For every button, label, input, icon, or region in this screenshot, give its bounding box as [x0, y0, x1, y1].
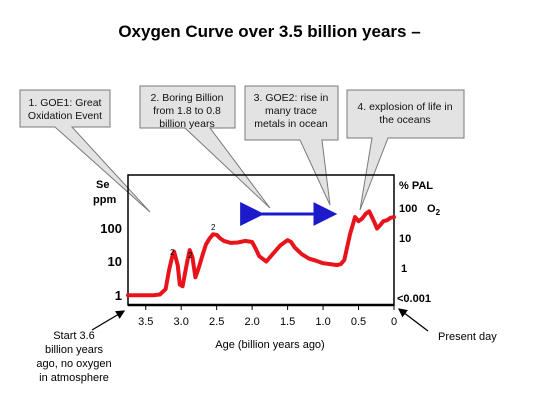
callout-goe1-line1: 1. GOE1: Great: [29, 97, 102, 109]
x-tick-label-4: 1.5: [280, 316, 295, 328]
right-tick-1: 1: [401, 263, 407, 275]
callout-goe2-line1: 3. GOE2: rise in: [254, 92, 329, 104]
callout-boring-line2: from 1.8 to 0.8: [153, 105, 221, 117]
x-axis-label: Age (billion years ago): [215, 339, 324, 351]
peak-mark-1: 2: [170, 248, 175, 257]
x-tick-label-7: 0: [391, 316, 397, 328]
right-axis-o2-label: O2: [427, 203, 441, 217]
left-tick-1: 1: [115, 288, 122, 303]
x-tick-label-5: 1.0: [315, 316, 330, 328]
callout-explosion-line1: 4. explosion of life in: [357, 101, 452, 113]
left-tick-100: 100: [100, 221, 122, 236]
start-note-line2: billion years: [45, 344, 104, 356]
x-tick-label-2: 2.5: [209, 316, 224, 328]
right-tick-100: 100: [399, 203, 417, 215]
x-tick-label-1: 3.0: [174, 316, 189, 328]
callout-goe1-line2: Oxidation Event: [28, 110, 102, 122]
right-axis-label-pal: % PAL: [399, 180, 433, 192]
right-tick-10: 10: [399, 233, 411, 245]
callout-goe2: 3. GOE2: rise in many trace metals in oc…: [244, 85, 339, 206]
left-axis-label-se: Se: [96, 179, 109, 191]
x-axis-ticks: 3.5 3.0 2.5 2.0 1.5 1.0 0.5 0: [138, 305, 397, 328]
callout-goe2-line3: metals in ocean: [254, 118, 328, 130]
present-arrow: [397, 308, 429, 332]
present-day-note: Present day: [438, 331, 497, 343]
right-tick-lt-0001: <0.001: [397, 293, 431, 305]
callout-boring-billion: 2. Boring Billion from 1.8 to 0.8 billio…: [139, 85, 271, 209]
start-note-line1: Start 3.6: [53, 330, 95, 342]
peak-mark-2: 2: [188, 251, 193, 260]
callout-boring-line1: 2. Boring Billion: [151, 92, 224, 104]
start-note-line4: in atmosphere: [39, 372, 109, 384]
x-tick-label-6: 0.5: [351, 316, 366, 328]
peak-mark-3: 2: [211, 223, 216, 232]
start-note-line3: ago, no oxygen: [36, 358, 111, 370]
callout-explosion: 4. explosion of life in the oceans: [346, 89, 465, 211]
left-tick-10: 10: [108, 254, 122, 269]
start-arrow: [91, 310, 126, 331]
callout-explosion-line2: the oceans: [379, 114, 430, 126]
callout-goe1: 1. GOE1: Great Oxidation Event: [19, 89, 151, 213]
x-tick-label-0: 3.5: [138, 316, 153, 328]
start-note: Start 3.6 billion years ago, no oxygen i…: [36, 330, 111, 384]
left-axis-label-ppm: ppm: [93, 194, 116, 206]
callout-boring-line3: billion years: [159, 118, 214, 130]
x-tick-label-3: 2.0: [244, 316, 259, 328]
callout-goe2-line2: many trace: [265, 105, 317, 117]
chart-title: Oxygen Curve over 3.5 billion years –: [118, 22, 421, 41]
oxygen-series-line: [126, 209, 396, 298]
